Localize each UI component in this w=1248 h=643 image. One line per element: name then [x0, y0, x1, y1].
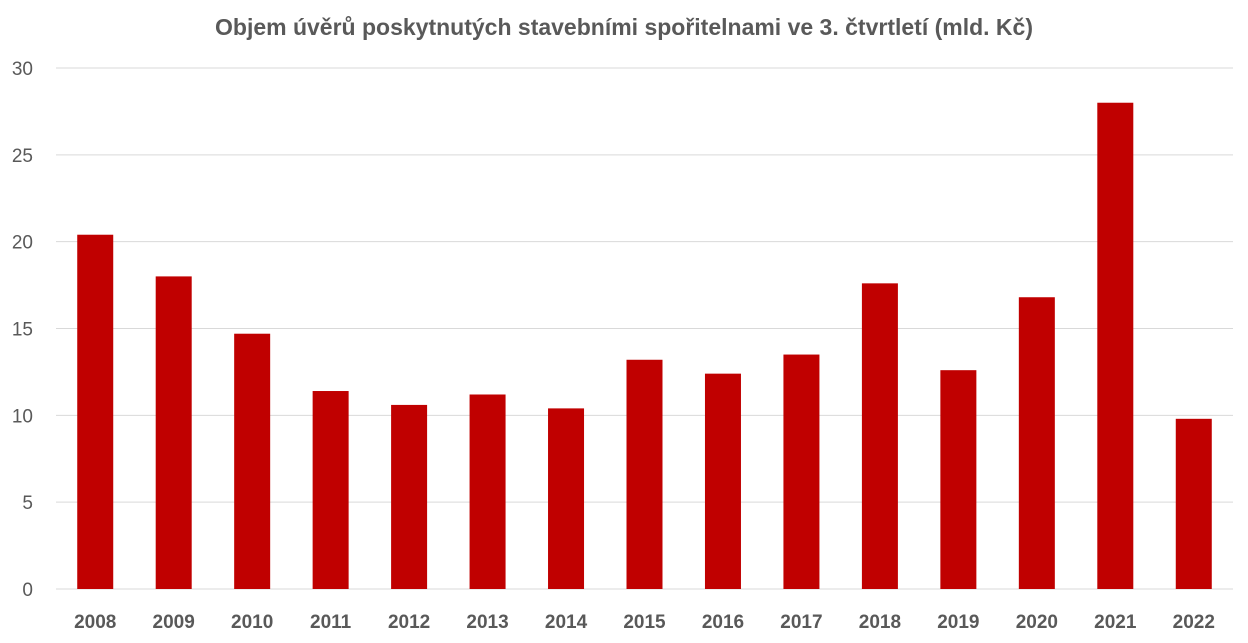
- bar-2014: [548, 408, 585, 589]
- bar-2017: [783, 354, 820, 589]
- y-tick-label: 10: [12, 406, 33, 427]
- x-tick-label: 2016: [702, 612, 744, 633]
- y-tick-label: 0: [22, 580, 33, 601]
- x-tick-label: 2010: [231, 612, 273, 633]
- x-tick-label: 2009: [153, 612, 195, 633]
- x-tick-label: 2015: [623, 612, 666, 633]
- y-tick-label: 30: [12, 59, 33, 80]
- bar-2016: [704, 373, 741, 589]
- bar-2010: [234, 333, 271, 589]
- bar-2020: [1018, 297, 1055, 589]
- bar-2015: [626, 359, 663, 589]
- x-tick-label: 2021: [1094, 612, 1137, 633]
- y-tick-label: 5: [22, 493, 33, 514]
- x-tick-label: 2013: [466, 612, 508, 633]
- y-tick-label: 25: [12, 146, 33, 167]
- bar-2019: [940, 370, 977, 589]
- x-tick-label: 2022: [1173, 612, 1215, 633]
- x-tick-label: 2020: [1016, 612, 1058, 633]
- bar-2008: [77, 234, 114, 589]
- y-axis-ticks: 0 5 10 15 20 25 30: [12, 59, 33, 601]
- bar-2009: [155, 276, 192, 589]
- bar-2021: [1097, 102, 1134, 589]
- bar-2013: [469, 394, 506, 589]
- bar-2011: [312, 391, 349, 589]
- x-tick-label: 2014: [545, 612, 588, 633]
- bar-2022: [1175, 418, 1212, 589]
- x-tick-label: 2011: [310, 612, 352, 633]
- x-tick-label: 2018: [859, 612, 901, 633]
- y-tick-label: 20: [12, 233, 33, 254]
- bar-2018: [861, 283, 898, 589]
- x-tick-label: 2012: [388, 612, 430, 633]
- x-axis-ticks: 2008 2009 2010 2011 2012 2013 2014 2015 2016 2017…: [74, 612, 1215, 633]
- bars: [77, 102, 1212, 589]
- x-tick-label: 2019: [937, 612, 979, 633]
- x-tick-label: 2008: [74, 612, 116, 633]
- y-tick-label: 15: [12, 320, 33, 341]
- chart-title: Objem úvěrů poskytnutých stavebními spoř…: [215, 14, 1033, 40]
- x-tick-label: 2017: [780, 612, 822, 633]
- bar-2012: [391, 404, 428, 589]
